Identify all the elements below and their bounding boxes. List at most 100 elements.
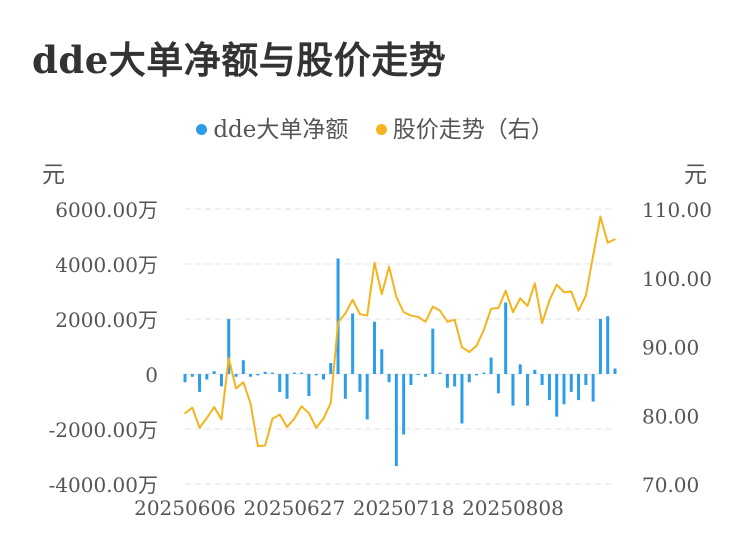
left-axis-unit: 元 <box>42 162 65 188</box>
x-tick-label: 20250808 <box>462 496 564 520</box>
price-point <box>206 417 208 419</box>
price-point <box>380 293 383 296</box>
price-point <box>599 215 602 218</box>
dde-bar <box>540 374 544 385</box>
left-tick-label: 6000.00万 <box>55 198 158 222</box>
price-point <box>329 402 332 404</box>
price-point <box>592 254 594 257</box>
price-point <box>184 412 186 414</box>
chart-title: dde大单净额与股价走势 <box>32 38 447 82</box>
price-point <box>555 283 558 286</box>
price-point <box>504 290 507 292</box>
right-tick-label: 70.00 <box>642 473 699 497</box>
dde-bar <box>234 374 238 377</box>
dde-bar <box>351 313 355 374</box>
price-point <box>344 312 347 315</box>
price-point <box>191 406 194 409</box>
dde-bar <box>598 319 602 374</box>
price-point <box>213 406 215 408</box>
legend-item-dde[interactable]: dde大单净额 <box>196 110 348 144</box>
dde-bar <box>445 374 449 388</box>
x-tick-label: 20250627 <box>243 496 345 520</box>
price-point <box>322 417 325 420</box>
dde-bar <box>547 374 551 401</box>
legend-label-price: 股价走势（右） <box>392 117 554 143</box>
dde-bar <box>416 374 420 375</box>
dde-bar <box>569 374 573 392</box>
dde-bar <box>504 302 508 374</box>
dde-bar <box>394 374 398 467</box>
dde-bar <box>613 368 617 374</box>
dde-bar <box>431 328 435 374</box>
dde-bar <box>555 374 559 417</box>
left-tick-label: -2000.00万 <box>49 418 158 442</box>
price-point <box>395 296 398 298</box>
dde-bar <box>343 374 347 399</box>
dde-bar <box>219 374 223 387</box>
dde-bar <box>329 363 333 374</box>
price-point <box>519 297 522 300</box>
dde-bar <box>365 374 369 420</box>
price-point <box>315 426 317 429</box>
dde-bar <box>321 374 325 380</box>
price-point <box>235 387 237 390</box>
price-point <box>278 413 281 416</box>
dde-bar <box>336 258 340 374</box>
dde-bar <box>453 374 457 387</box>
price-point <box>373 261 376 264</box>
price-point <box>570 290 573 293</box>
dde-bar <box>511 374 515 406</box>
price-point <box>417 316 420 318</box>
legend-item-price[interactable]: 股价走势（右） <box>375 110 554 144</box>
price-point <box>308 412 310 414</box>
dde-bar <box>438 372 442 374</box>
dde-bar <box>460 374 464 424</box>
price-point <box>497 307 500 309</box>
left-tick-label: -4000.00万 <box>49 473 158 497</box>
dde-bar <box>562 374 566 405</box>
price-point <box>577 309 580 312</box>
x-tick-label: 20250718 <box>353 496 455 520</box>
price-point <box>606 241 609 244</box>
dde-bar <box>205 374 209 380</box>
dde-bar <box>489 357 493 374</box>
dde-bar <box>380 349 384 374</box>
price-point <box>461 346 463 348</box>
legend-label-dde: dde大单净额 <box>213 117 349 143</box>
price-point <box>490 307 492 310</box>
price-point <box>257 445 259 447</box>
right-axis-unit: 元 <box>684 162 707 188</box>
dde-bar <box>372 321 376 374</box>
left-tick-label: 0 <box>145 363 158 387</box>
price-point <box>453 318 456 321</box>
price-point <box>548 299 551 302</box>
legend-dot-dde <box>196 123 208 135</box>
x-tick-label: 20250606 <box>134 496 236 520</box>
price-point <box>286 426 288 428</box>
dde-bar <box>292 372 296 374</box>
dde-bar <box>409 374 413 385</box>
price-point <box>431 305 434 308</box>
dde-bar <box>584 374 588 385</box>
price-point <box>424 320 427 323</box>
dde-bar <box>591 374 595 402</box>
right-tick-label: 90.00 <box>642 336 699 360</box>
dde-bar <box>241 360 245 374</box>
dde-bar <box>358 374 362 392</box>
right-tick-label: 80.00 <box>642 404 699 428</box>
dde-bar <box>402 374 406 435</box>
dde-bar <box>496 374 500 394</box>
price-point <box>614 238 616 241</box>
dde-bar <box>198 374 202 392</box>
price-point <box>541 322 543 324</box>
dde-bar <box>526 374 530 406</box>
price-point <box>563 291 565 293</box>
right-tick-label: 100.00 <box>642 267 712 291</box>
dde-bar <box>606 316 610 374</box>
right-tick-label: 110.00 <box>642 198 712 222</box>
dde-bar <box>190 374 194 377</box>
price-point <box>512 311 514 313</box>
dde-bar <box>577 374 581 401</box>
dde-bar <box>533 369 537 374</box>
